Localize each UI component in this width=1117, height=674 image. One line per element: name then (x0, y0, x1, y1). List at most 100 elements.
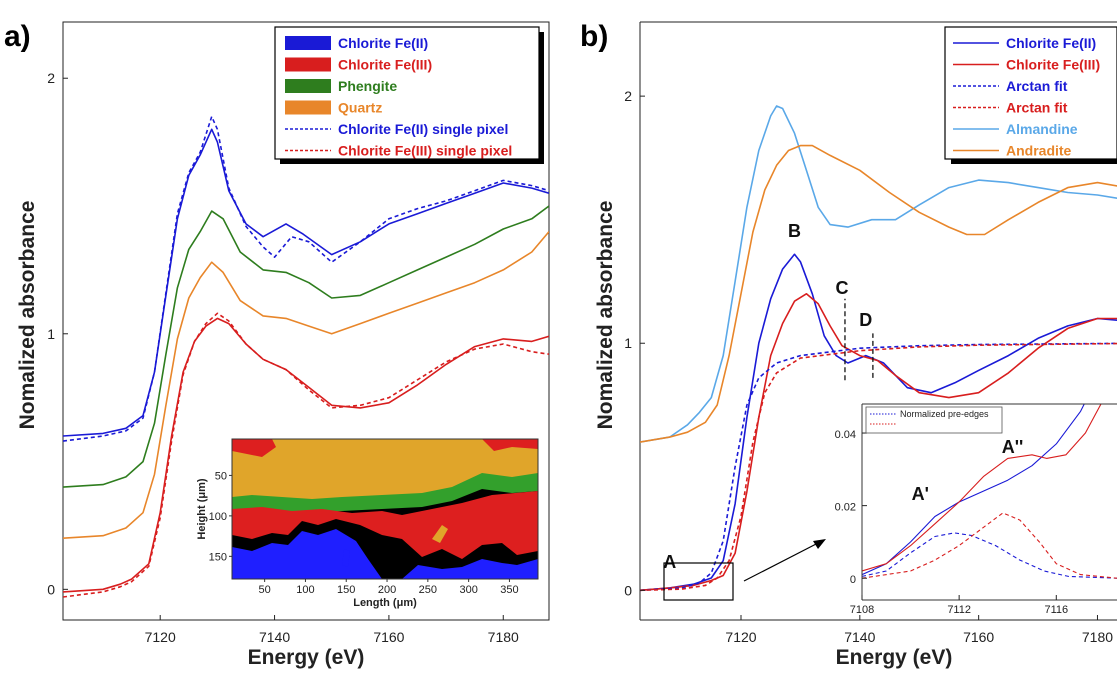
map-blue-speck (342, 549, 350, 567)
y-tick-label: 0.02 (835, 502, 856, 514)
inset-map-x-label: Length (μm) (353, 597, 417, 609)
inset-y-tick-label: 100 (209, 511, 227, 523)
x-tick-label: 7120 (145, 629, 176, 645)
legend-entry-label: Chlorite Fe(III) (1006, 57, 1100, 73)
panel-a-frame (62, 21, 550, 621)
x-tick-label: 7116 (1044, 604, 1068, 616)
legend-entry-label: Arctan fit (1006, 78, 1068, 94)
map-blue-region-right (402, 559, 538, 579)
legend-swatch (285, 79, 331, 93)
inset-map-y-ticks: 50 100 150 (209, 470, 232, 563)
legend-entry-label: Arctan fit (1006, 100, 1068, 116)
panel-a-inset-map: 50 100 150 200 250 300 350 50 100 150 Length (μm… (196, 434, 539, 609)
inset-series-line-2 (862, 532, 1117, 579)
inset-x-tick-label: 300 (459, 584, 477, 596)
x-tick-label: 7180 (488, 629, 519, 645)
inset-series-line-0 (862, 404, 1085, 576)
inset-x-tick-label: 150 (337, 584, 355, 596)
x-tick-label: 7120 (725, 629, 756, 645)
legend-entry-label: Chlorite Fe(II) (1006, 35, 1096, 51)
legend-swatch (285, 36, 331, 50)
legend-entry-label: Chlorite Fe(III) single pixel (338, 143, 512, 159)
panel-a-series-line-5 (63, 312, 549, 598)
x-tick-label: 7160 (373, 629, 404, 645)
panel-a-series (63, 115, 549, 598)
y-tick-label: 0.04 (835, 429, 856, 441)
legend-entry-label: Almandine (1006, 121, 1078, 137)
inset-x-tick-label: 250 (419, 584, 437, 596)
panel-b-inset: 7108 7112 7116 0 0.02 0.04 A' A'' Normalized … (835, 403, 1117, 616)
inset-feature-label-1: A'' (1002, 437, 1024, 457)
legend-entry-label: Andradite (1006, 143, 1072, 159)
y-tick-label: 0 (624, 582, 632, 598)
y-tick-label: 2 (47, 70, 55, 86)
map-gold-speck (432, 525, 448, 543)
inset-series-line-3 (862, 512, 1117, 579)
panel-b-x-ticks: 7120 7140 7160 7180 (725, 615, 1113, 645)
legend-entry-label: Phengite (338, 78, 397, 94)
legend-entry-label: Chlorite Fe(II) (338, 35, 428, 51)
y-tick-label: 2 (624, 88, 632, 104)
inset-x-ticks: 7108 7112 7116 (850, 595, 1068, 616)
map-green-band (232, 473, 538, 513)
x-tick-label: 7180 (1082, 629, 1113, 645)
panel-b-label: b) (580, 20, 608, 53)
zoom-region-box (663, 562, 734, 601)
inset-series (862, 404, 1117, 579)
panel-b-series-line-2 (640, 253, 1117, 592)
inset-annotations: A' A'' (912, 437, 1024, 504)
panel-b-series-line-4 (640, 342, 1117, 592)
panel-a-series-line-0 (63, 128, 549, 437)
x-tick-label: 7140 (259, 629, 290, 645)
panel-a-y-axis-label: Nomalized absorbance (16, 201, 39, 430)
zoom-arrow-line (743, 541, 821, 582)
panel-b-series-line-0 (640, 105, 1117, 443)
panel-b-series (640, 105, 1117, 592)
panel-a-x-ticks: 7120 7140 7160 7180 (145, 615, 519, 645)
legend-swatch (285, 57, 331, 72)
x-tick-label: 7112 (947, 604, 971, 616)
y-tick-label: 0 (850, 574, 856, 586)
legend-box (944, 26, 1117, 160)
panel-a-x-axis-label: Energy (eV) (248, 646, 365, 669)
map-red-patch-top (232, 439, 276, 457)
inset-feature-label-0: A' (912, 484, 929, 504)
legend-entry-label: Chlorite Fe(III) (338, 57, 432, 73)
map-blue-region-left (232, 529, 382, 579)
map-red-patch-topright (482, 439, 538, 451)
panel-b-y-axis-label: Nomalized absorbance (594, 201, 617, 430)
x-tick-label: 7160 (963, 629, 994, 645)
panel-b-series-line-5 (640, 342, 1117, 592)
panel-b-legend: Chlorite Fe(II) Chlorite Fe(III) Arctan fi… (944, 26, 1117, 164)
inset-map-frame (231, 438, 539, 580)
panel-a-legend: Chlorite Fe(II) Chlorite Fe(III) Phengite Q… (274, 26, 544, 164)
panel-a-series-line-1 (63, 115, 549, 442)
inset-x-tick-label: 50 (259, 584, 271, 596)
inset-bg (862, 404, 1117, 600)
inset-y-ticks: 0 0.02 0.04 (835, 429, 867, 586)
inset-x-tick-label: 200 (378, 584, 396, 596)
panel-a-y-ticks: 0 1 2 (47, 70, 68, 597)
y-tick-label: 1 (624, 335, 632, 351)
inset-y-tick-label: 50 (215, 470, 227, 482)
panel-a-label: a) (4, 20, 31, 53)
zoom-arrow-head (813, 539, 826, 549)
map-gold-region (232, 439, 538, 501)
feature-label-a: A (663, 552, 676, 572)
feature-label-d: D (859, 310, 872, 330)
inset-y-tick-label: 150 (209, 551, 227, 563)
panel-b-annotations: A B CD (663, 221, 872, 572)
panel-b-series-line-1 (640, 144, 1117, 443)
map-red-region (232, 491, 538, 559)
legend-entry-label: Quartz (338, 100, 382, 116)
y-tick-label: 1 (47, 326, 55, 342)
panel-b: b) 7120 7140 7160 7180 0 1 2 Energy (eV) Noma… (580, 20, 1117, 669)
inset-legend: Normalized pre-edges (865, 406, 1003, 434)
inset-map-x-ticks: 50 100 150 200 250 300 350 (259, 579, 519, 596)
inset-x-tick-label: 100 (296, 584, 314, 596)
inset-map-image (232, 439, 538, 579)
panel-a: a) 7120 7140 7160 7180 0 1 2 Energy (eV) Noma… (4, 20, 550, 669)
panel-a-series-line-3 (63, 231, 549, 539)
panel-b-y-ticks: 0 1 2 (624, 88, 645, 598)
